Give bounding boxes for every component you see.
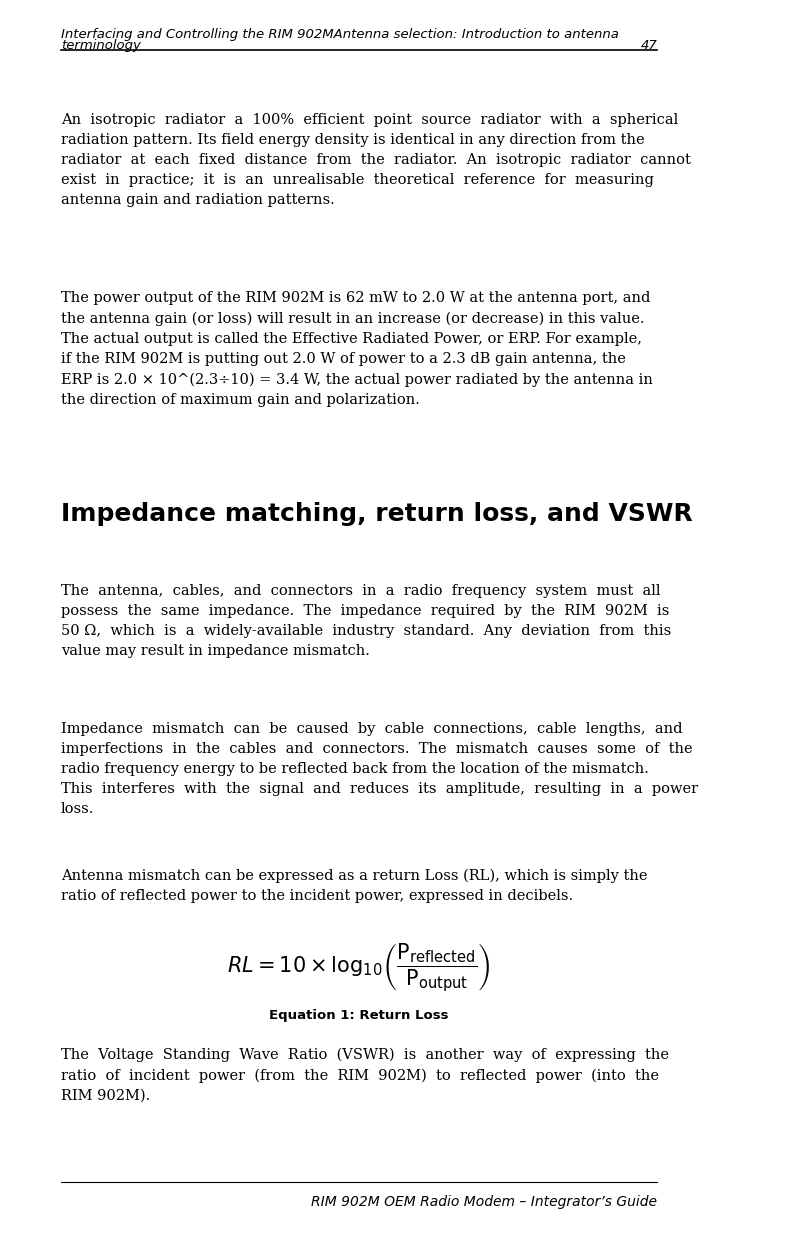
Text: Impedance  mismatch  can  be  caused  by  cable  connections,  cable  lengths,  : Impedance mismatch can be caused by cabl… bbox=[61, 722, 698, 816]
Text: terminology: terminology bbox=[61, 39, 141, 51]
Text: The  antenna,  cables,  and  connectors  in  a  radio  frequency  system  must  : The antenna, cables, and connectors in a… bbox=[61, 584, 672, 658]
Text: An  isotropic  radiator  a  100%  efficient  point  source  radiator  with  a  s: An isotropic radiator a 100% efficient p… bbox=[61, 113, 691, 207]
Text: The power output of the RIM 902M is 62 mW to 2.0 W at the antenna port, and
the : The power output of the RIM 902M is 62 m… bbox=[61, 291, 653, 407]
Text: $\mathit{RL} = 10 \times \log_{10}\!\left(\dfrac{\mathrm{P_{reflected}}}{\mathrm: $\mathit{RL} = 10 \times \log_{10}\!\lef… bbox=[228, 941, 491, 994]
Text: Impedance matching, return loss, and VSWR: Impedance matching, return loss, and VSW… bbox=[61, 502, 693, 526]
Text: RIM 902M OEM Radio Modem – Integrator’s Guide: RIM 902M OEM Radio Modem – Integrator’s … bbox=[311, 1195, 657, 1209]
Text: The  Voltage  Standing  Wave  Ratio  (VSWR)  is  another  way  of  expressing  t: The Voltage Standing Wave Ratio (VSWR) i… bbox=[61, 1048, 669, 1103]
Text: 47: 47 bbox=[641, 39, 657, 51]
Text: Antenna mismatch can be expressed as a return Loss (RL), which is simply the
rat: Antenna mismatch can be expressed as a r… bbox=[61, 868, 648, 902]
Text: Equation 1: Return Loss: Equation 1: Return Loss bbox=[270, 1009, 449, 1022]
Text: Interfacing and Controlling the RIM 902MAntenna selection: Introduction to anten: Interfacing and Controlling the RIM 902M… bbox=[61, 28, 619, 40]
